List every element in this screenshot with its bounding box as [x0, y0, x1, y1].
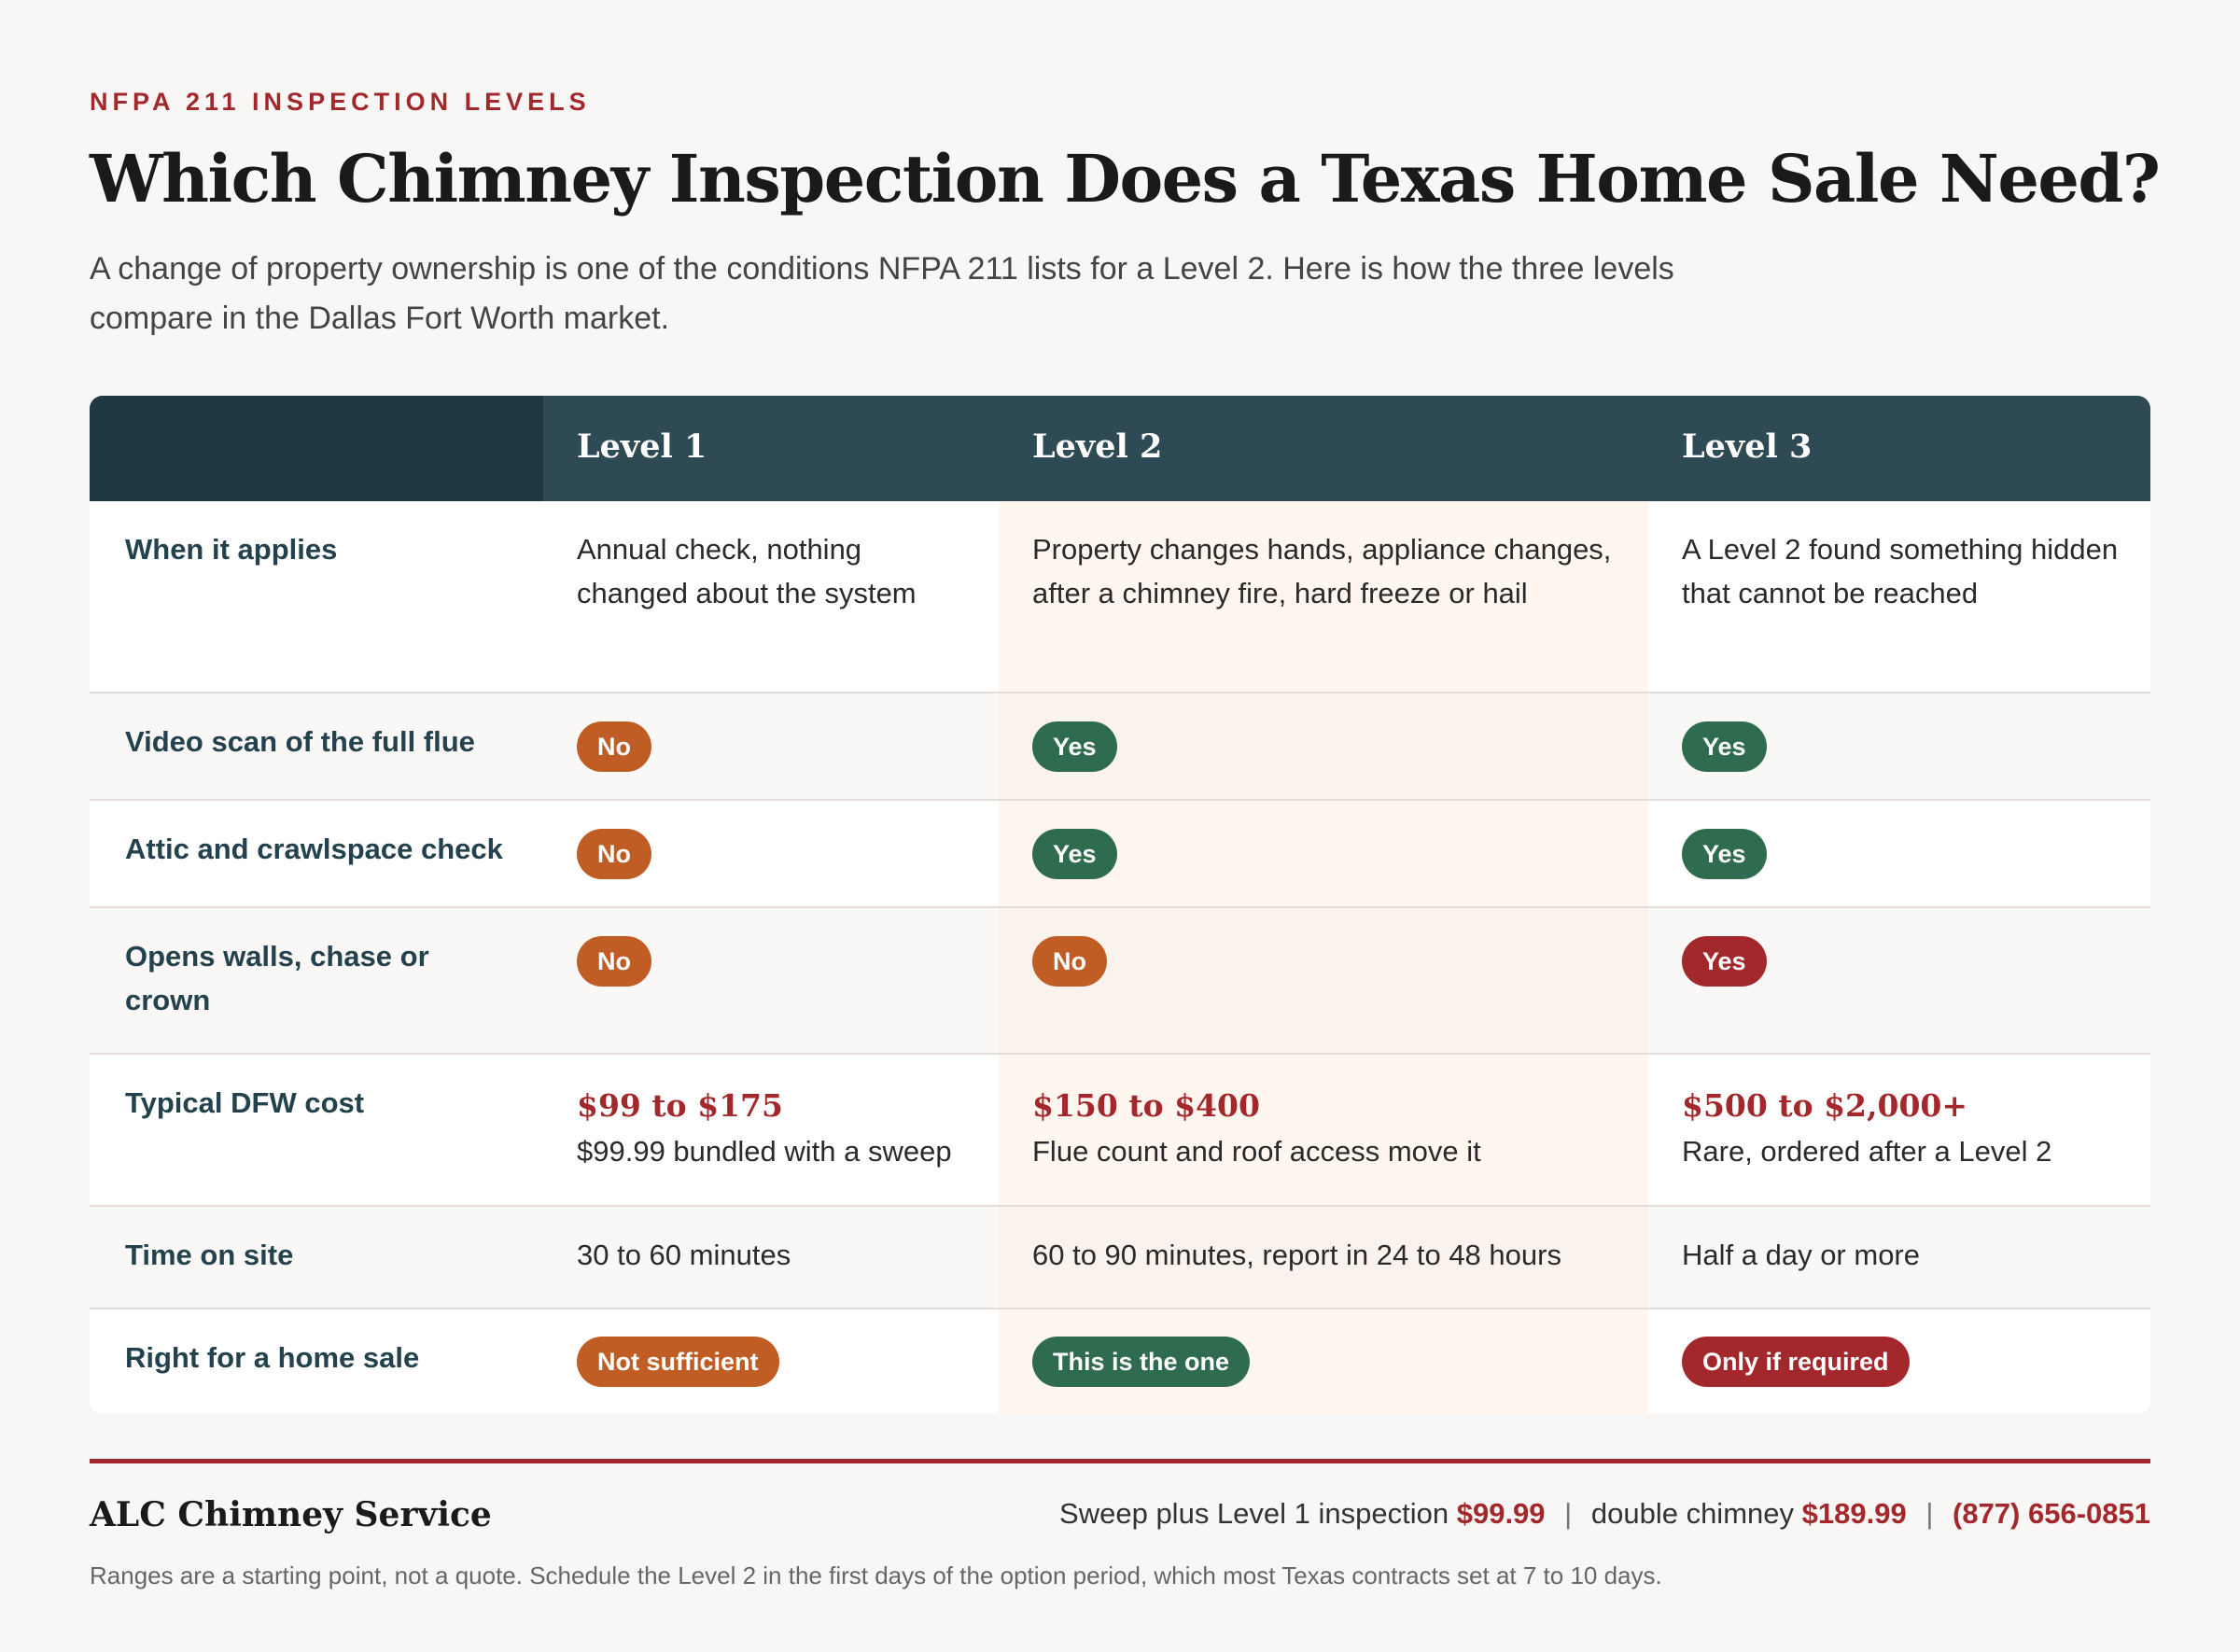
row-label: Right for a home sale	[125, 1341, 420, 1374]
footer-note: Ranges are a starting point, not a quote…	[90, 1561, 1662, 1589]
row-label: Opens walls, chase or crown	[125, 940, 429, 1016]
cell-level-1: Annual check, nothing changed about the …	[577, 533, 917, 609]
cell-level-3: $500 to $2,000+ Rare, ordered after a Le…	[1682, 1083, 2130, 1173]
table-row-when-it-applies: When it applies Annual check, nothing ch…	[90, 501, 2150, 692]
cell-level-1: $99 to $175 $99.99 bundled with a sweep	[577, 1083, 978, 1173]
promo-price-sweep: $99.99	[1456, 1497, 1546, 1530]
header-level-2: Level 2	[1032, 427, 1163, 466]
badge-this-is-the-one: This is the one	[1032, 1337, 1251, 1387]
table-header: Level 1 Level 2 Level 3	[90, 396, 2150, 501]
header-level-3: Level 3	[1682, 427, 1813, 466]
badge-no: No	[1032, 936, 1107, 987]
table-row-home-sale: Right for a home sale Not sufficient Thi…	[90, 1308, 2150, 1414]
row-label: When it applies	[125, 533, 338, 566]
footer-promo: Sweep plus Level 1 inspection $99.99 | d…	[1059, 1497, 2150, 1531]
table-row-time-on-site: Time on site 30 to 60 minutes 60 to 90 m…	[90, 1205, 2150, 1308]
brand-name: ALC Chimney Service	[90, 1495, 492, 1534]
header-level-1: Level 1	[577, 427, 707, 466]
cell-level-1: 30 to 60 minutes	[577, 1239, 791, 1271]
row-label: Typical DFW cost	[125, 1086, 365, 1119]
cell-level-3: A Level 2 found something hidden that ca…	[1682, 533, 2119, 609]
level-2-highlight-column	[999, 501, 1648, 1414]
badge-yes: Yes	[1682, 721, 1767, 772]
price-note: Flue count and roof access move it	[1032, 1135, 1481, 1168]
promo-price-double: $189.99	[1801, 1497, 1907, 1530]
cell-level-2: $150 to $400 Flue count and roof access …	[1032, 1083, 1630, 1173]
cell-level-2: 60 to 90 minutes, report in 24 to 48 hou…	[1032, 1239, 1561, 1271]
promo-text-sweep: Sweep plus Level 1 inspection	[1059, 1497, 1449, 1530]
table-row-video-scan: Video scan of the full flue No Yes Yes	[90, 692, 2150, 799]
row-label: Time on site	[125, 1239, 294, 1271]
table-header-corner	[90, 396, 543, 501]
promo-separator: |	[1564, 1497, 1573, 1530]
badge-no: No	[577, 829, 651, 879]
price-note: Rare, ordered after a Level 2	[1682, 1135, 2052, 1168]
price-range: $500 to $2,000+	[1682, 1087, 1968, 1124]
cell-level-2: Property changes hands, appliance change…	[1032, 533, 1612, 609]
row-label: Attic and crawlspace check	[125, 833, 503, 865]
cell-level-3: Half a day or more	[1682, 1239, 1920, 1271]
badge-yes-invasive: Yes	[1682, 936, 1767, 987]
badge-yes: Yes	[1032, 721, 1117, 772]
price-range: $99 to $175	[577, 1087, 783, 1124]
badge-not-sufficient: Not sufficient	[577, 1337, 779, 1387]
page-title: Which Chimney Inspection Does a Texas Ho…	[90, 140, 2161, 217]
phone-number[interactable]: (877) 656-0851	[1953, 1497, 2150, 1530]
badge-no: No	[577, 936, 651, 987]
eyebrow-label: NFPA 211 INSPECTION LEVELS	[90, 88, 591, 116]
page-subtitle: A change of property ownership is one of…	[90, 251, 1674, 336]
price-note: $99.99 bundled with a sweep	[577, 1135, 952, 1168]
table-row-typical-cost: Typical DFW cost $99 to $175 $99.99 bund…	[90, 1053, 2150, 1205]
badge-yes: Yes	[1682, 829, 1767, 879]
table-row-attic-check: Attic and crawlspace check No Yes Yes	[90, 799, 2150, 906]
comparison-table: Level 1 Level 2 Level 3 When it applies …	[90, 396, 2150, 1414]
badge-no: No	[577, 721, 651, 772]
promo-text-double: double chimney	[1590, 1497, 1794, 1530]
badge-only-if-required: Only if required	[1682, 1337, 1910, 1387]
promo-separator: |	[1925, 1497, 1934, 1530]
price-range: $150 to $400	[1032, 1087, 1260, 1124]
table-row-opens-walls: Opens walls, chase or crown No No Yes	[90, 906, 2150, 1053]
row-label: Video scan of the full flue	[125, 725, 475, 758]
footer-divider	[90, 1459, 2150, 1463]
badge-yes: Yes	[1032, 829, 1117, 879]
